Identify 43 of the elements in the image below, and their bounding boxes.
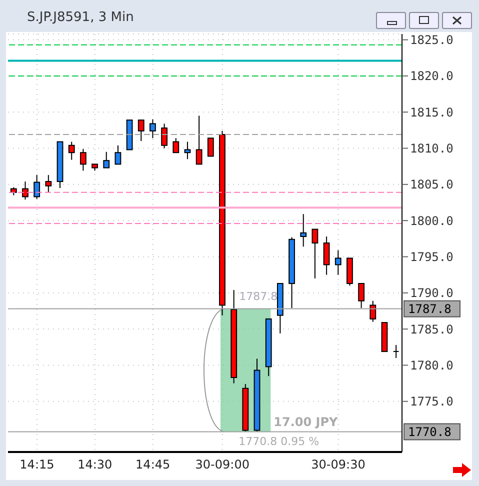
candlestick: [207, 138, 214, 157]
x-tick-label: 14:15: [20, 458, 54, 472]
candlestick: [312, 228, 318, 279]
candlestick: [138, 120, 144, 142]
candlestick: [196, 115, 202, 165]
chart-title: S.JP.J8591, 3 Min: [27, 10, 134, 25]
candlestick: [22, 181, 28, 200]
x-tick-label: 30-09:00: [195, 458, 250, 472]
annotation: 17.00 JPY: [274, 414, 338, 429]
candlestick: [334, 250, 342, 276]
candlestick: [161, 123, 168, 149]
x-tick-label: 30-09:30: [311, 458, 366, 472]
y-tick-label: 1810.0: [410, 142, 454, 156]
y-tick-label: 1780.0: [410, 358, 454, 372]
y-tick-label: 1785.0: [410, 322, 454, 336]
candlestick: [300, 214, 307, 248]
candlestick: [370, 300, 376, 322]
candlestick: [34, 174, 40, 200]
candlestick: [114, 144, 122, 165]
ref-line-label: 1787.8: [408, 302, 452, 316]
y-tick-label: 1790.0: [410, 286, 454, 300]
y-tick-label: 1815.0: [410, 105, 454, 120]
y-tick-label: 1800.0: [410, 214, 454, 228]
candlestick: [358, 283, 365, 309]
y-tick-label: 1820.0: [410, 69, 454, 84]
candlestick: [103, 151, 110, 168]
annotation: 1787.8: [239, 290, 278, 303]
candlestick: [68, 141, 75, 160]
candlestick: [80, 148, 86, 172]
x-tick-label: 14:30: [78, 458, 112, 472]
candlestick: [392, 344, 400, 358]
y-tick-label: 1825.0: [410, 33, 454, 48]
y-tick-label: 1775.0: [410, 394, 454, 409]
y-tick-label: 1805.0: [410, 178, 454, 192]
ref-line-label: 1770.8: [408, 424, 452, 439]
x-tick-label: 14:45: [136, 458, 170, 472]
candlestick: [45, 174, 52, 193]
annotation: 1770.8 0.95 %: [238, 434, 320, 448]
candlestick: [172, 138, 180, 154]
y-tick-label: 1795.0: [410, 250, 454, 264]
candlestick: [323, 236, 330, 276]
candlestick: [184, 141, 191, 160]
candlestick: [150, 118, 156, 139]
